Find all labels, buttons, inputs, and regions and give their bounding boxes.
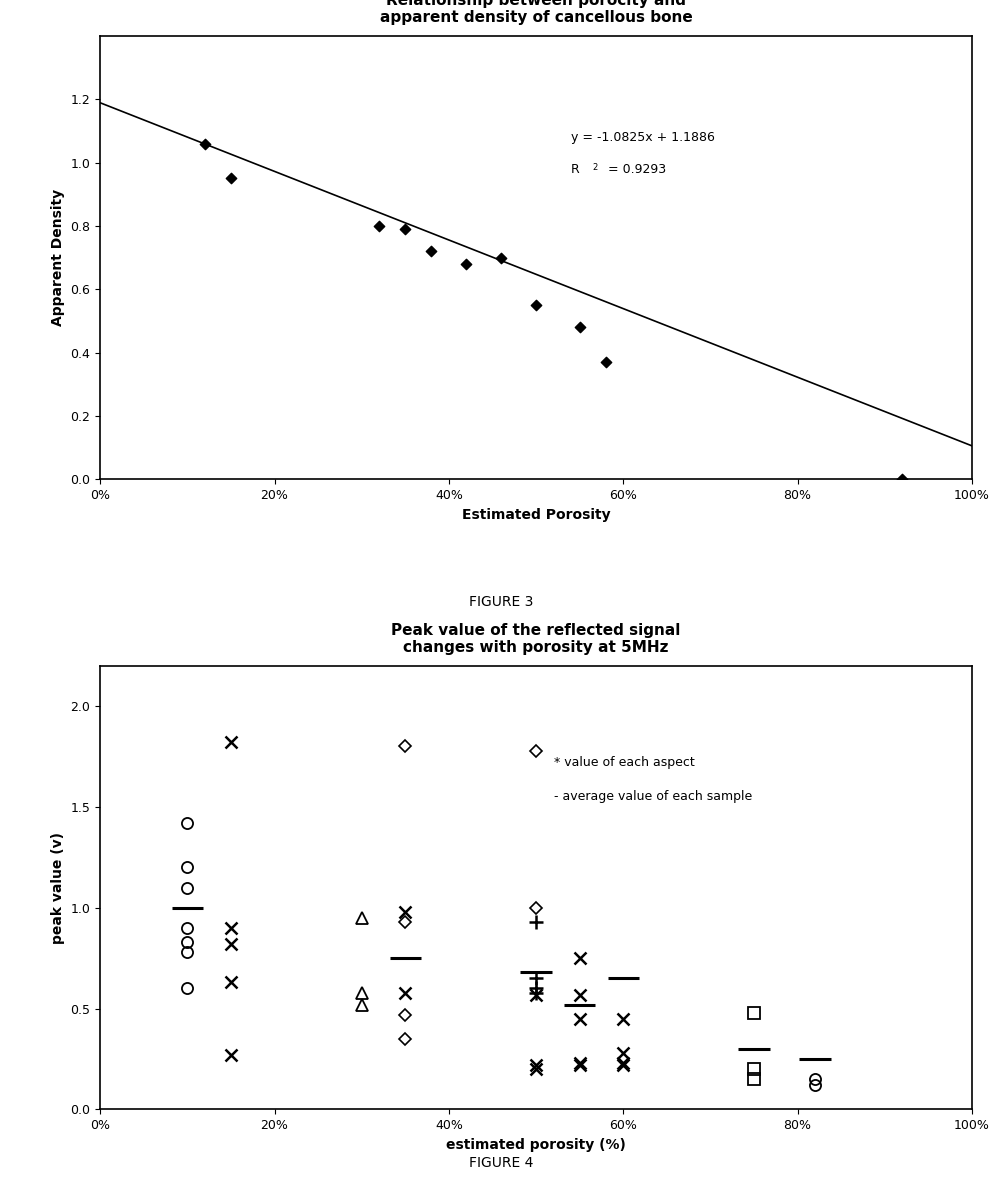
Point	[598, 353, 614, 372]
Text: R: R	[571, 162, 580, 175]
Title: Peak value of the reflected signal
changes with porosity at 5MHz: Peak value of the reflected signal chang…	[392, 623, 680, 655]
Title: Relationship between porocity and
apparent density of cancellous bone: Relationship between porocity and appare…	[380, 0, 692, 25]
Text: 2: 2	[593, 162, 598, 172]
Point	[528, 296, 544, 315]
Text: y = -1.0825x + 1.1886: y = -1.0825x + 1.1886	[571, 131, 714, 144]
X-axis label: Estimated Porosity: Estimated Porosity	[462, 508, 610, 521]
Point	[458, 254, 474, 273]
Point	[894, 470, 910, 489]
Point	[222, 169, 238, 188]
Y-axis label: Apparent Density: Apparent Density	[51, 188, 65, 326]
Text: FIGURE 3: FIGURE 3	[469, 595, 533, 610]
Point	[571, 317, 587, 336]
Y-axis label: peak value (v): peak value (v)	[51, 832, 65, 944]
Text: = 0.9293: = 0.9293	[604, 162, 666, 175]
Text: - average value of each sample: - average value of each sample	[553, 791, 752, 803]
X-axis label: estimated porosity (%): estimated porosity (%)	[446, 1138, 626, 1151]
Point	[493, 248, 509, 267]
Point	[371, 216, 387, 235]
Text: FIGURE 4: FIGURE 4	[469, 1156, 533, 1170]
Point	[424, 242, 440, 261]
Point	[196, 134, 212, 153]
Text: * value of each aspect: * value of each aspect	[553, 756, 694, 769]
Point	[397, 220, 413, 239]
